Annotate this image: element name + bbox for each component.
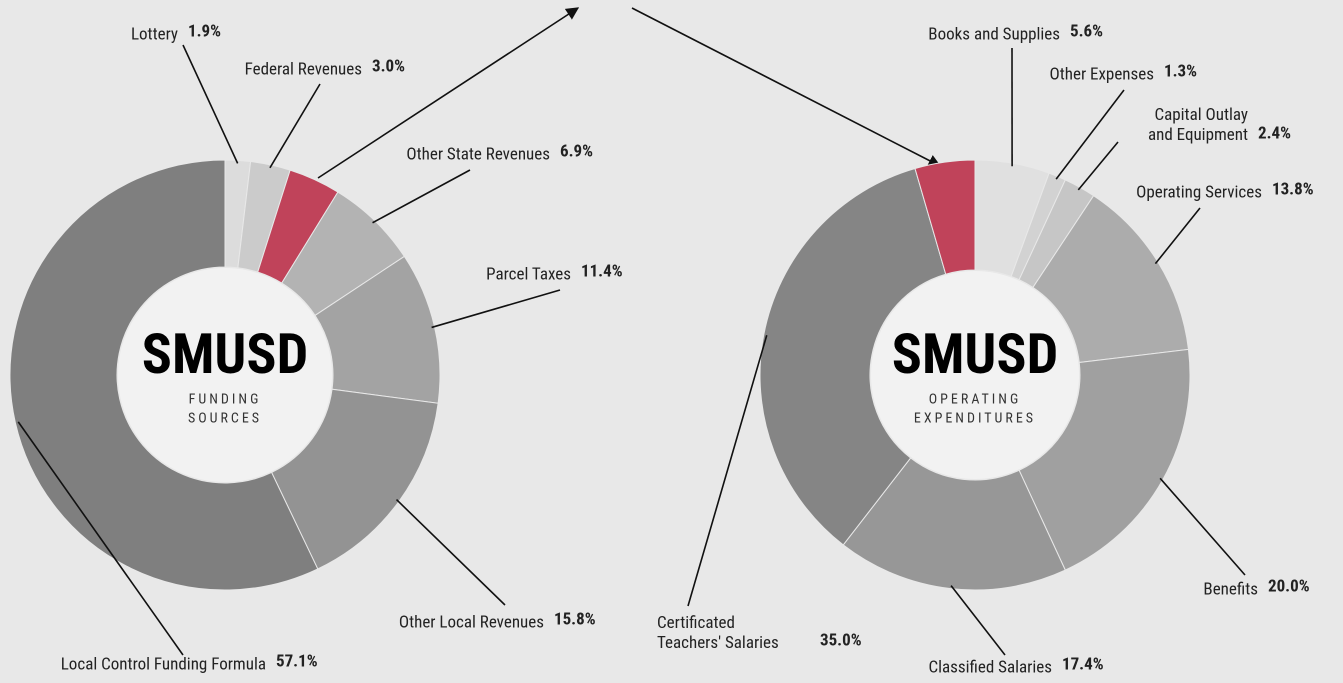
donut-segment [914, 159, 976, 275]
flow-arrow [317, 7, 580, 179]
value-label: 3.0% [372, 56, 405, 76]
value-label: 17.4% [1062, 654, 1104, 674]
leader-line [395, 499, 506, 606]
center-subtitle: FUNDING [189, 392, 262, 408]
leader-line [1154, 207, 1201, 265]
segment-label: Other Expenses [1050, 64, 1154, 84]
leader-line [1077, 141, 1119, 191]
leader-line [182, 44, 239, 164]
leader-line [1055, 89, 1125, 180]
value-label: 5.6% [1070, 21, 1103, 41]
leader-line [950, 585, 1006, 656]
segment-label-line: Teachers' Salaries [657, 633, 779, 653]
leader-line [17, 421, 184, 656]
segment-label: Classified Salaries [928, 657, 1052, 677]
center-subtitle: SOURCES [188, 411, 262, 427]
donut-segment [1032, 194, 1190, 364]
value-label: 20.0% [1268, 576, 1310, 596]
value-label: 11.4% [581, 261, 623, 281]
segment-label: Certificated Teachers' Salaries [657, 613, 779, 653]
donut-segment [842, 457, 1066, 591]
center-subtitle: EXPENDITURES [914, 411, 1036, 427]
segment-label: Benefits [1203, 579, 1258, 599]
segment-label: Local Control Funding Formula [61, 654, 266, 674]
segment-label: Capital Outlay and Equipment [1148, 105, 1248, 145]
leader-line [431, 289, 561, 329]
value-label: 15.8% [554, 609, 596, 629]
donut-segment [270, 388, 439, 570]
segment-label-line: Capital Outlay [1154, 105, 1248, 125]
value-label: 57.1% [276, 651, 318, 671]
segment-label: Other State Revenues [406, 144, 550, 164]
leader-line [1159, 477, 1246, 576]
center-title: SMUSD [892, 321, 1059, 387]
segment-label: Other Local Revenues [399, 612, 544, 632]
donut-segment [9, 159, 319, 591]
flow-arrow [631, 7, 942, 167]
value-label: 6.9% [560, 141, 593, 161]
segment-label-line: Certificated [657, 613, 735, 633]
segment-label: Books and Supplies [928, 24, 1060, 44]
donut-hole [871, 271, 1079, 479]
segment-label: Lottery [131, 24, 178, 44]
center-subtitle: OPERATING [929, 392, 1022, 408]
leader-line [372, 169, 471, 224]
segment-label-line: and Equipment [1148, 125, 1248, 145]
value-label: 1.3% [1164, 61, 1197, 81]
center-title: SMUSD [142, 321, 309, 387]
segment-label: Parcel Taxes [486, 264, 571, 284]
value-label: 13.8% [1272, 179, 1314, 199]
donut-segment [1018, 348, 1191, 571]
donut-hole [118, 268, 332, 482]
segment-label: Operating Services [1136, 182, 1262, 202]
value-label: 1.9% [188, 21, 221, 41]
leader-line [269, 83, 321, 169]
value-label: 2.4% [1258, 123, 1291, 143]
segment-label: Federal Revenues [245, 59, 362, 79]
leader-line [687, 335, 768, 607]
value-label: 35.0% [820, 630, 862, 650]
donut-segment [759, 167, 947, 546]
